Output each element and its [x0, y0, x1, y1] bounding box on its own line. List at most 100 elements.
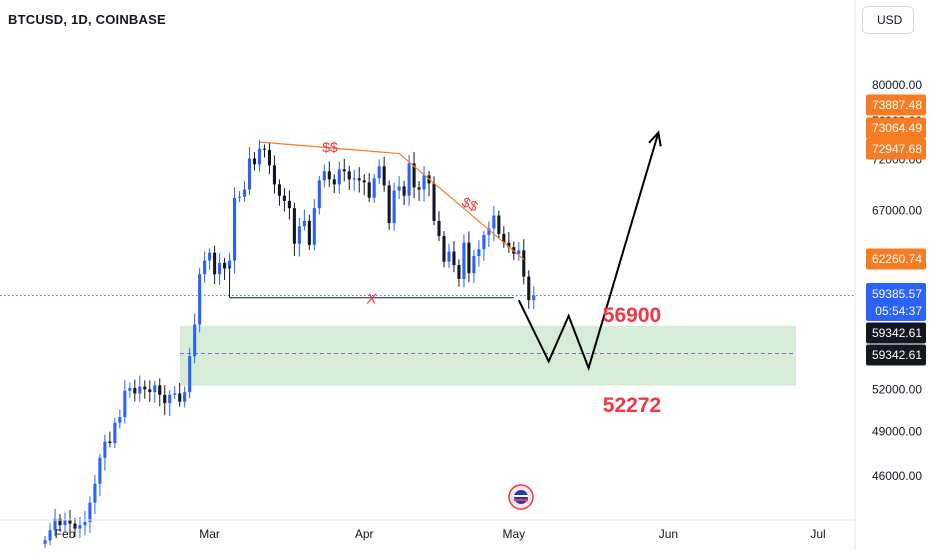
candle [158, 378, 162, 407]
candle [128, 382, 132, 398]
demand-zone [180, 325, 796, 386]
candle [252, 152, 257, 171]
candle [382, 156, 386, 192]
candle-body [198, 274, 202, 325]
candle [247, 147, 252, 196]
candle [502, 226, 506, 248]
price-label-black: 59342.61 [866, 322, 926, 344]
candle-body [492, 215, 496, 229]
price-label-orange: 73887.48 [866, 94, 926, 116]
candle-body [322, 171, 326, 181]
liquidity-label-2: $$ [460, 193, 481, 214]
candle-body [532, 295, 536, 301]
price-label-orange-bg [866, 94, 926, 116]
candle [322, 164, 326, 188]
candle-body [452, 251, 456, 266]
candle-body [402, 186, 406, 196]
candle [412, 152, 416, 199]
candle [387, 180, 391, 231]
x-tick-label: Jul [810, 527, 825, 541]
candle-body [342, 169, 346, 172]
candle-body [63, 520, 67, 526]
x-tick-label: Jun [659, 527, 678, 541]
candle-body [332, 179, 336, 185]
candle [312, 199, 316, 251]
countdown-text: 05:54:37 [875, 304, 922, 318]
price-label-black-bg [866, 322, 926, 344]
candle-body [58, 518, 62, 526]
flag-stripe [514, 499, 528, 501]
candle [58, 513, 62, 532]
projection-arrowhead [648, 130, 662, 147]
candle-body [108, 441, 112, 443]
candle [218, 252, 222, 285]
candle [452, 241, 456, 273]
candle-body [168, 394, 172, 404]
candle [257, 139, 262, 172]
candle-body [377, 166, 381, 179]
candle [213, 245, 217, 285]
candle [307, 214, 311, 250]
y-tick-label: 49000.00 [872, 424, 922, 438]
candle-body [68, 520, 72, 524]
candle [372, 174, 376, 203]
x-tick-label: Mar [199, 527, 220, 541]
candle [233, 187, 237, 274]
candle [188, 347, 192, 399]
candle-body [73, 523, 77, 529]
candle-body [188, 356, 192, 393]
candle-body [158, 385, 162, 395]
candle-body [43, 540, 47, 544]
candle-body [133, 388, 137, 394]
candle [53, 508, 57, 536]
candle [462, 234, 466, 288]
candle [482, 230, 486, 261]
candle-body [173, 393, 177, 395]
candle [198, 267, 202, 333]
candle-body [482, 234, 486, 250]
candle [522, 239, 526, 285]
candle [497, 210, 501, 239]
candle [203, 251, 207, 283]
candle [517, 242, 521, 261]
candle-body [372, 178, 376, 198]
price-label-black-text: 59342.61 [872, 326, 922, 340]
candle [492, 205, 496, 242]
candle [477, 240, 481, 267]
candle [442, 231, 446, 268]
candle-body [312, 208, 316, 245]
candle [292, 202, 296, 256]
symbol-title: BTCUSD, 1D, COINBASE [8, 12, 166, 27]
candle-body [327, 171, 331, 180]
candle [532, 286, 536, 310]
current-price-badge: 59385.57 05:54:37 [866, 283, 926, 321]
candle-body [118, 417, 122, 423]
candle [397, 175, 401, 200]
candle-body [497, 215, 501, 234]
candle [417, 181, 421, 201]
candle [287, 190, 291, 220]
candle [407, 154, 411, 206]
y-tick-label: 46000.00 [872, 469, 922, 483]
candle-body [148, 389, 152, 393]
current-price-bg [866, 283, 926, 321]
candle-body [527, 276, 531, 301]
candle [262, 144, 267, 158]
price-label-orange-text: 73064.49 [872, 121, 922, 135]
y-tick-label: 80000.00 [872, 78, 922, 92]
candle-body [98, 457, 102, 484]
currency-selector[interactable]: USD [862, 6, 914, 34]
candle-body [237, 196, 242, 198]
candle [43, 536, 47, 549]
candle-body [412, 163, 416, 188]
candle-body [287, 200, 291, 209]
candle-body [487, 228, 491, 235]
candle [402, 180, 406, 205]
candle [447, 243, 451, 269]
candle-body [128, 388, 132, 391]
candle-body [252, 158, 257, 165]
projection-path [517, 132, 660, 372]
candle-body [337, 169, 341, 185]
